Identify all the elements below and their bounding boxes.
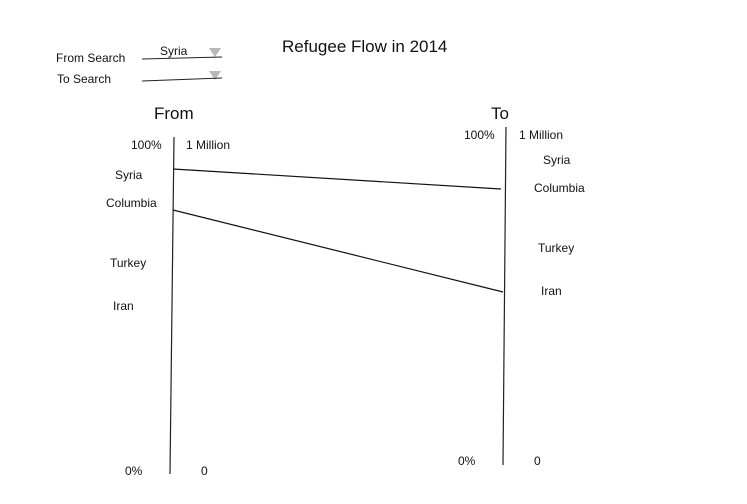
flow-line-columbia-iran[interactable] [172,209,504,293]
to-axis-top-pct: 100% [464,128,495,142]
to-search-dropdown-icon[interactable] [209,71,221,80]
flow-line-syria-columbia[interactable] [172,168,502,190]
to-country-turkey[interactable]: Turkey [538,241,575,255]
to-search-label: To Search [57,72,112,86]
from-search-underline [141,56,223,60]
chart-title: Refugee Flow in 2014 [282,37,448,56]
to-search-underline [141,77,223,82]
from-search-dropdown-icon[interactable] [209,48,221,57]
from-search-value[interactable]: Syria [160,44,188,58]
from-country-syria[interactable]: Syria [115,168,143,182]
from-country-iran[interactable]: Iran [113,299,134,313]
to-axis-top-value: 1 Million [519,128,564,142]
from-country-turkey[interactable]: Turkey [110,256,147,270]
to-axis-bottom-value: 0 [534,454,541,468]
from-axis-line [169,136,175,475]
to-axis-heading: To [491,104,509,123]
from-country-columbia[interactable]: Columbia [106,196,157,210]
to-country-iran[interactable]: Iran [541,284,562,298]
from-axis-bottom-value: 0 [201,464,208,478]
from-axis-bottom-pct: 0% [125,464,143,478]
to-axis-line [502,126,507,466]
to-axis-bottom-pct: 0% [458,454,476,468]
from-axis-top-pct: 100% [131,138,162,152]
from-search-label: From Search [56,51,126,65]
to-country-syria[interactable]: Syria [543,153,571,167]
from-axis-top-value: 1 Million [186,138,231,152]
to-country-columbia[interactable]: Columbia [534,181,585,195]
from-axis-heading: From [154,104,194,123]
